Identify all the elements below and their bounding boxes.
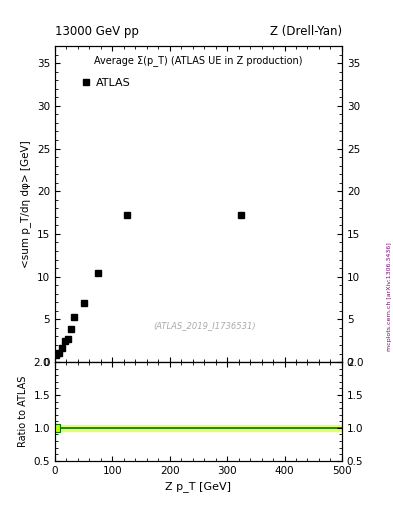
X-axis label: Z p_T [GeV]: Z p_T [GeV]	[165, 481, 231, 492]
Y-axis label: <sum p_T/dη dφ> [GeV]: <sum p_T/dη dφ> [GeV]	[20, 140, 31, 268]
ATLAS	[66, 335, 70, 342]
Legend: ATLAS: ATLAS	[78, 74, 135, 93]
ATLAS	[239, 212, 244, 218]
ATLAS	[57, 350, 62, 356]
Line: ATLAS: ATLAS	[54, 212, 244, 357]
Text: mcplots.cern.ch [arXiv:1306.3436]: mcplots.cern.ch [arXiv:1306.3436]	[387, 243, 392, 351]
Text: (ATLAS_2019_I1736531): (ATLAS_2019_I1736531)	[153, 322, 255, 330]
ATLAS	[68, 326, 73, 332]
ATLAS	[63, 337, 68, 344]
Text: Average Σ(p_T) (ATLAS UE in Z production): Average Σ(p_T) (ATLAS UE in Z production…	[94, 56, 303, 67]
ATLAS	[71, 314, 76, 321]
ATLAS	[96, 270, 101, 276]
ATLAS	[81, 300, 86, 306]
ATLAS	[54, 352, 59, 358]
Bar	[55, 425, 342, 431]
Y-axis label: Ratio to ATLAS: Ratio to ATLAS	[18, 376, 28, 447]
Text: 13000 GeV pp: 13000 GeV pp	[55, 26, 139, 38]
ATLAS	[60, 345, 64, 351]
Text: Z (Drell-Yan): Z (Drell-Yan)	[270, 26, 342, 38]
ATLAS	[125, 212, 129, 218]
